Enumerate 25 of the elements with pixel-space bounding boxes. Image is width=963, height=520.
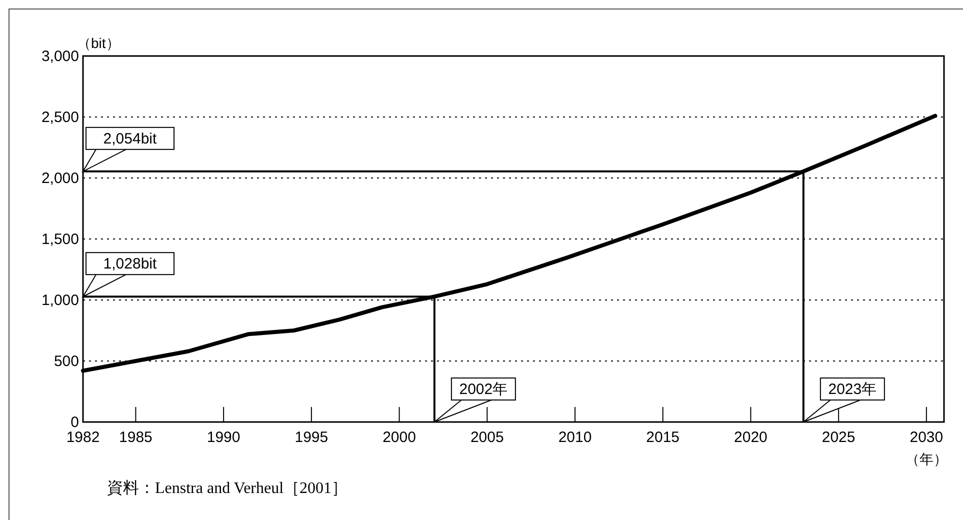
x-tick-label: 1995 xyxy=(294,429,328,446)
ref-line-label: 2002年 xyxy=(459,381,508,398)
text: 資料：Lenstra and Verheul［2001］ xyxy=(107,479,348,497)
x-tick-label: 1990 xyxy=(206,429,240,446)
x-tick-label: 2015 xyxy=(646,429,680,446)
ref-line-label: 2,054bit xyxy=(103,130,158,148)
x-tick-label: 2025 xyxy=(822,429,856,446)
y-tick-label: 3,000 xyxy=(41,48,79,65)
y-tick-label: 1,500 xyxy=(41,231,79,248)
ref-line-label: 2023年 xyxy=(828,381,877,398)
y-tick-label: 2,500 xyxy=(41,109,79,126)
x-tick-label: 2020 xyxy=(734,429,768,446)
y-tick-label: 1,000 xyxy=(41,292,79,309)
x-tick-label: 2030 xyxy=(910,429,944,446)
ref-line-label: 1,028bit xyxy=(103,256,158,273)
y-axis-title: （bit） xyxy=(77,35,120,51)
x-tick-label: 1985 xyxy=(119,429,152,446)
y-tick-label: 0 xyxy=(70,414,79,431)
y-tick-label: 2,000 xyxy=(41,170,79,187)
x-tick-label: 2000 xyxy=(382,429,416,446)
x-tick-label: 1982 xyxy=(66,429,100,446)
x-axis-title: （年） xyxy=(905,451,948,467)
y-tick-label: 500 xyxy=(54,353,79,370)
x-tick-label: 2005 xyxy=(470,429,504,446)
x-tick-label: 2010 xyxy=(558,429,592,446)
